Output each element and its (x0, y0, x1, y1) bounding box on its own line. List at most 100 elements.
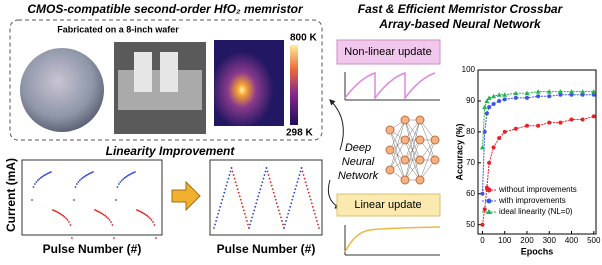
point (480, 192, 484, 196)
colorbar-min: 298 K (286, 128, 313, 139)
pulse-dot (289, 206, 291, 208)
pulse-dot (134, 171, 136, 173)
pulse-dot (256, 199, 258, 201)
pulse-dot (313, 209, 315, 211)
pulse-dot (241, 202, 243, 204)
pulse-dot (82, 177, 84, 179)
point (497, 136, 501, 140)
pulse-dot (231, 167, 233, 169)
pulse-dot (109, 219, 111, 221)
pulse-dot (154, 224, 156, 226)
point (514, 127, 518, 131)
x-tick-label: 100 (498, 236, 512, 245)
pulse-dot (240, 199, 242, 201)
neuron (416, 156, 424, 164)
pulse-dot (253, 209, 255, 211)
pulse-dot (233, 174, 235, 176)
linear-label: Linear update (354, 199, 421, 211)
pulse-dot (35, 181, 37, 183)
nonlinear-label: Non-linear update (344, 46, 431, 58)
pulse-dot (257, 195, 259, 197)
pulse-label-before: Pulse Number (#) (43, 242, 142, 256)
point (580, 89, 585, 94)
pulse-dot (40, 177, 42, 179)
pulse-dot (311, 202, 313, 204)
pulse-dot (50, 171, 52, 173)
pulse-dot (228, 178, 230, 180)
pulse-dot (296, 181, 298, 183)
pulse-dot (314, 213, 316, 215)
x-tick-label: 0 (480, 236, 485, 245)
pulse-dot (305, 181, 307, 183)
improve-arrow (172, 182, 200, 210)
pulse-dot (92, 171, 94, 173)
colorbar (290, 45, 298, 125)
pulse-dot (106, 216, 108, 218)
linearity-title: Linearity Improvement (106, 144, 236, 158)
y-tick-label: 50 (466, 220, 475, 229)
pulse-dot (277, 206, 279, 208)
pulse-dot (266, 167, 268, 169)
pulse-dot (260, 185, 262, 187)
pulse-dot (224, 188, 226, 190)
pulse-dot (71, 237, 73, 239)
pulse-dot (79, 179, 81, 181)
neuron (416, 136, 424, 144)
y-tick-label: 60 (466, 189, 475, 198)
pulse-dot (213, 227, 215, 229)
pulse-dot (218, 209, 220, 211)
pulse-dot (121, 179, 123, 181)
pulse-dot (288, 209, 290, 211)
pulse-dot (234, 178, 236, 180)
pulse-dot (62, 215, 64, 217)
wafer-caption: Fabricated on a 8-inch wafer (57, 24, 179, 34)
neuron (401, 156, 409, 164)
point (581, 118, 585, 122)
y-tick-label: 100 (462, 65, 476, 74)
pulse-dot (119, 181, 121, 183)
pulse-dot (263, 178, 265, 180)
point (536, 94, 540, 98)
pulse-dot (103, 214, 105, 216)
point (482, 105, 487, 110)
pulse-dot (272, 188, 274, 190)
pulse-dot (285, 220, 287, 222)
figure: CMOS-compatible second-order HfO₂ memris… (0, 0, 602, 265)
point (483, 207, 487, 211)
accuracy-chart: 50607080901000100200300400500EpochsAccur… (454, 65, 601, 256)
pulse-dot (249, 224, 251, 226)
pulse-dot (273, 192, 275, 194)
pulse-dot (220, 202, 222, 204)
pulse-dot (261, 181, 263, 183)
point (536, 124, 540, 128)
network-diagram (386, 116, 439, 184)
nonlinear-curve (345, 73, 435, 98)
y-tick-label: 70 (466, 158, 475, 167)
pulse-points (31, 167, 320, 239)
pulse-dot (76, 183, 78, 185)
point (497, 92, 502, 97)
pulse-dot (294, 188, 296, 190)
point (525, 96, 529, 100)
pulse-dot (251, 217, 253, 219)
pulse-dot (302, 171, 304, 173)
pulse-dot (61, 214, 63, 216)
pulse-dot (306, 185, 308, 187)
pulse-dot (122, 178, 124, 180)
pulse-dot (37, 179, 39, 181)
pulse-dot (252, 213, 254, 215)
y-axis-label: Accuracy (%) (454, 123, 464, 180)
pulse-dot (248, 227, 250, 229)
pulse-dot (316, 220, 318, 222)
network-line-1: Deep (345, 142, 371, 154)
pulse-dot (290, 202, 292, 204)
pulse-dot (292, 195, 294, 197)
pulse-dot (115, 199, 117, 201)
pulse-dot (283, 227, 285, 229)
pulse-dot (275, 199, 277, 201)
pulse-dot (258, 192, 260, 194)
point (487, 105, 491, 109)
series-line (482, 95, 593, 194)
pulse-dot (113, 237, 115, 239)
pulse-dot (70, 224, 72, 226)
